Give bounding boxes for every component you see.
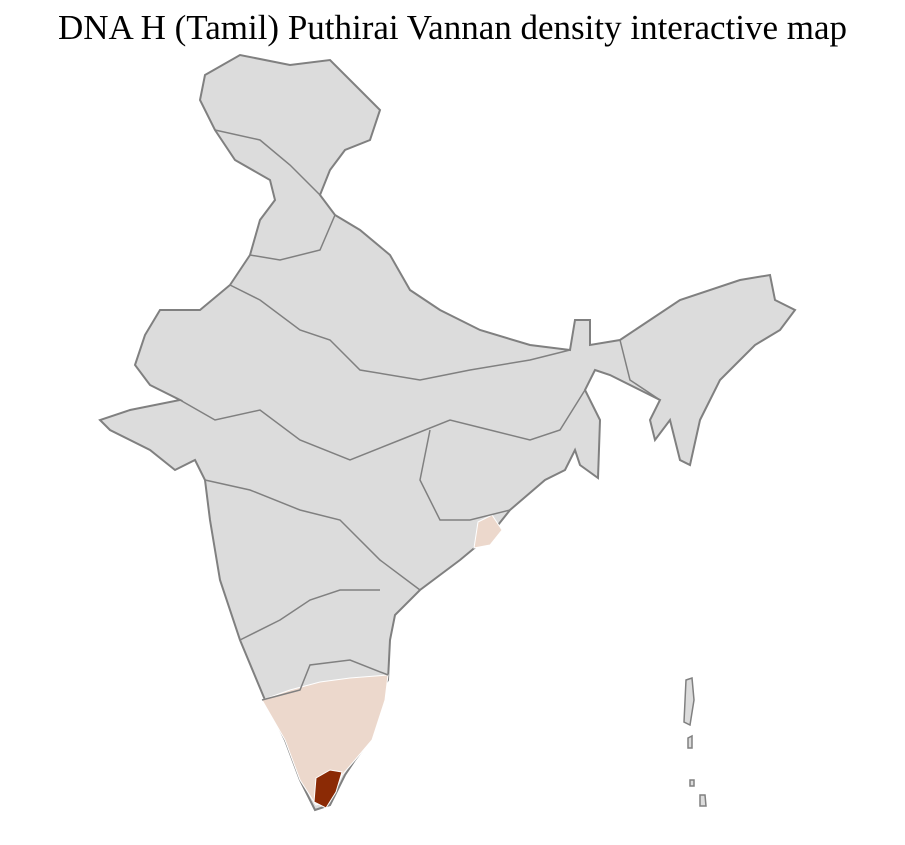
south-india-low-density[interactable] — [261, 674, 389, 806]
india-outline[interactable] — [98, 53, 797, 812]
andaman-nicobar-islands[interactable] — [683, 676, 707, 807]
southern-tamil-nadu-high-density[interactable] — [313, 769, 343, 809]
state-borders — [179, 129, 661, 701]
map-title: DNA H (Tamil) Puthirai Vannan density in… — [57, 8, 848, 47]
odisha-coast-low-density[interactable] — [473, 514, 503, 549]
